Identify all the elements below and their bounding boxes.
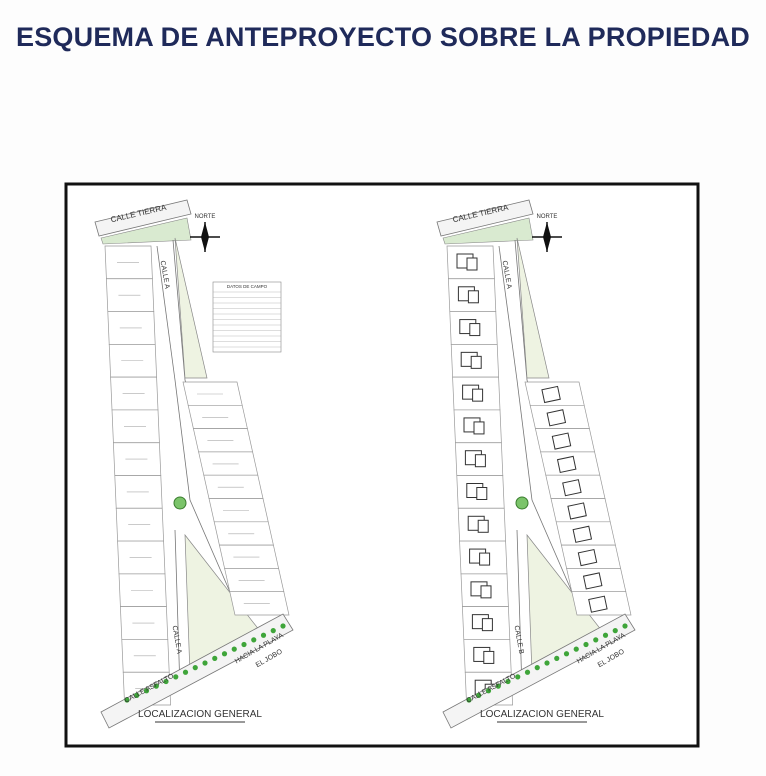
lot xyxy=(203,474,264,499)
lot xyxy=(213,521,274,546)
tree xyxy=(593,637,599,643)
lot xyxy=(224,568,285,593)
roundabout xyxy=(173,496,187,510)
tree xyxy=(280,623,286,629)
tree xyxy=(221,651,228,657)
house xyxy=(466,257,478,271)
tree xyxy=(202,660,208,666)
tree xyxy=(554,655,560,661)
lot xyxy=(218,544,280,569)
house xyxy=(546,409,567,427)
tree xyxy=(466,697,472,703)
tree xyxy=(212,655,218,661)
road-edge xyxy=(156,245,241,616)
house xyxy=(472,388,484,402)
road-edge xyxy=(516,529,523,691)
house xyxy=(588,595,608,613)
tree xyxy=(476,692,482,698)
house xyxy=(562,479,582,497)
house xyxy=(480,585,492,599)
tree xyxy=(573,646,579,652)
title: ESQUEMA DE ANTEPROYECTO SOBRE LA PROPIED… xyxy=(16,22,750,52)
tree xyxy=(602,632,609,638)
house xyxy=(567,502,587,520)
house xyxy=(551,432,572,450)
tree xyxy=(270,628,276,634)
road-edge xyxy=(174,529,181,691)
plan-label: NORTE xyxy=(195,214,216,220)
compass xyxy=(201,222,209,252)
green-area xyxy=(174,237,208,379)
plan-label: CALLE A xyxy=(171,625,183,655)
plan-label: CALLE A xyxy=(501,260,513,290)
tree xyxy=(163,678,169,685)
house xyxy=(467,290,479,304)
roundabout xyxy=(515,496,529,510)
lot xyxy=(229,591,290,616)
top-road xyxy=(436,199,534,237)
plan-label: CALLE A xyxy=(159,260,171,290)
house xyxy=(577,548,598,567)
tree xyxy=(153,683,159,689)
tree xyxy=(563,651,570,657)
house xyxy=(470,355,482,369)
tree xyxy=(182,669,189,675)
house xyxy=(474,454,486,468)
house xyxy=(476,487,488,500)
tree xyxy=(495,683,501,689)
plan-label: CALLE B xyxy=(513,625,525,655)
green-area xyxy=(516,237,550,379)
lot xyxy=(198,451,259,476)
house xyxy=(541,385,561,404)
tree xyxy=(583,641,589,648)
tree xyxy=(485,688,492,694)
tree xyxy=(143,688,150,694)
tree xyxy=(505,678,511,685)
road-edge xyxy=(498,245,583,616)
lot xyxy=(208,498,269,523)
plan-label: NORTE xyxy=(537,214,558,220)
house xyxy=(481,618,493,632)
lot xyxy=(182,381,243,406)
house xyxy=(473,421,485,435)
house xyxy=(572,525,593,543)
top-green xyxy=(442,217,534,245)
compass xyxy=(543,222,551,252)
house xyxy=(556,455,577,474)
tree xyxy=(192,665,198,671)
tree xyxy=(544,660,550,666)
tree xyxy=(134,692,140,698)
tree xyxy=(231,646,237,652)
tree xyxy=(260,632,267,638)
tree xyxy=(534,665,540,671)
lot xyxy=(192,428,254,453)
lot xyxy=(187,404,248,429)
tree xyxy=(622,623,628,629)
house xyxy=(582,572,603,590)
field-table xyxy=(212,281,282,353)
top-road xyxy=(94,199,192,237)
house xyxy=(469,323,481,337)
house xyxy=(479,552,491,566)
tree xyxy=(515,674,521,680)
tree xyxy=(524,669,531,675)
top-green xyxy=(100,217,192,245)
tree xyxy=(241,641,247,648)
house xyxy=(477,519,489,533)
tree xyxy=(612,628,618,634)
field-table-title: DATOS DE CAMPO xyxy=(227,284,268,289)
house xyxy=(483,650,495,664)
plan-label: LOCALIZACION GENERAL xyxy=(138,709,262,720)
tree xyxy=(173,674,179,680)
tree xyxy=(251,637,257,643)
tree xyxy=(124,697,130,703)
plan-label: LOCALIZACION GENERAL xyxy=(480,709,604,720)
